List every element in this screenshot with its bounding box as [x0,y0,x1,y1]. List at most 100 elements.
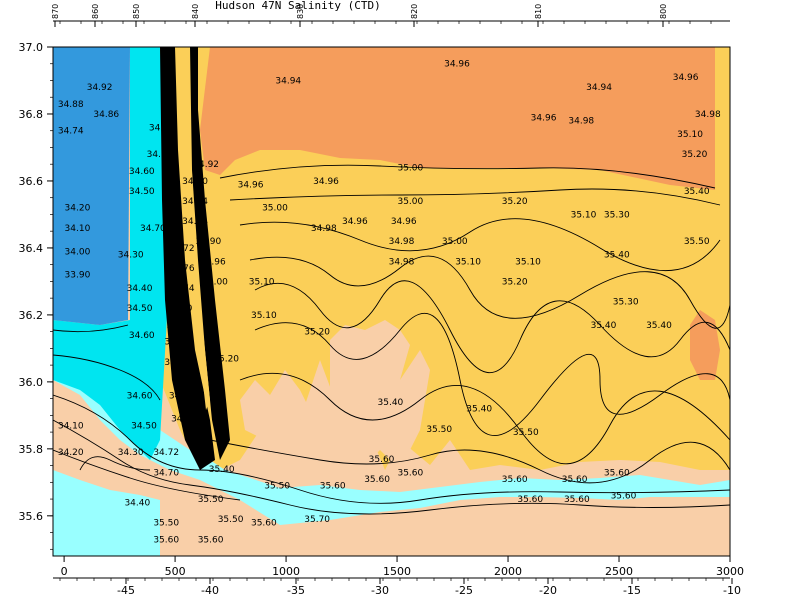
contour-label-text: 34.80 [182,177,208,187]
lon-tick-label: -25 [455,584,473,597]
contour-label: 34.78 [169,391,195,401]
contour-label-text: 35.60 [517,495,543,505]
contour-label: 34.72 [169,244,195,254]
contour-label: 34.10 [58,421,84,431]
contour-label-text: 35.20 [502,197,528,207]
contour-label: 34.94 [586,83,612,93]
contour-label: 35.20 [213,354,239,364]
contour-label: 34.40 [127,284,153,294]
contour-label: 34.20 [58,448,84,458]
contour-label-text: 34.60 [127,391,153,401]
contour-label: 34.30 [118,251,144,261]
contour-label: 35.40 [591,321,617,331]
contour-label: 34.70 [140,224,166,234]
contour-label: 34.74 [169,284,195,294]
contour-label: 34.98 [568,117,594,127]
contour-label-text: 34.98 [311,224,337,234]
contour-label: 34.92 [193,160,219,170]
contour-label-text: 35.50 [426,425,452,435]
contour-label: 35.50 [198,495,224,505]
contour-label-text: 35.40 [646,321,672,331]
contour-label: 35.60 [153,535,179,545]
lon-tick-label: -20 [539,584,557,597]
cyan-fill [53,47,168,460]
contour-label: 35.60 [611,492,637,502]
contour-label-text: 34.94 [275,76,301,86]
contour-label: 35.60 [369,455,395,465]
contour-label: 34.96 [342,217,368,227]
top-tick-label: 820 [410,4,419,19]
contour-label-text: 34.96 [313,177,339,187]
contour-label-text: 34.88 [58,100,84,110]
contour-label: 34.96 [391,217,417,227]
contour-label-text: 34.92 [193,160,219,170]
contour-label-text: 35.00 [262,204,288,214]
contour-label-text: 34.70 [153,468,179,478]
contour-label: 35.10 [455,257,481,267]
contour-label-text: 35.40 [209,465,235,475]
contour-label-text: 34.90 [195,237,221,247]
contour-label-text: 34.70 [167,304,193,314]
contour-label-text: 34.20 [65,204,91,214]
x-tick-label: 2500 [605,565,633,578]
contour-label-text: 34.70 [140,224,166,234]
contour-label: 34.74 [58,127,84,137]
contour-label-text: 35.00 [397,197,423,207]
contour-label-text: 35.60 [251,519,277,529]
contour-label: 35.40 [209,465,235,475]
contour-label: 34.60 [129,331,155,341]
contour-label: 35.50 [684,237,710,247]
contour-label-text: 33.90 [65,271,91,281]
contour-label-text: 34.10 [58,421,84,431]
contour-label: 34.50 [129,187,155,197]
y-tick-label: 37.0 [19,41,44,54]
contour-label: 34.96 [673,73,699,83]
contour-label: 35.00 [442,237,468,247]
contour-label: 35.60 [251,519,277,529]
contour-label-text: 35.40 [591,321,617,331]
contour-label-text: 34.96 [238,180,264,190]
y-tick-label: 36.0 [19,376,44,389]
contour-label-text: 34.74 [58,127,84,137]
contour-label: 35.40 [604,251,630,261]
top-tick-label: 830 [296,4,305,19]
contour-label: 34.98 [311,224,337,234]
contour-label-text: 34.98 [389,257,415,267]
contour-label: 35.20 [502,277,528,287]
x-tick-label: 3000 [716,565,744,578]
contour-label: 35.60 [364,475,390,485]
contour-label-text: 34.96 [391,217,417,227]
contour-label-text: 34.92 [147,150,173,160]
contour-label-text: 35.50 [198,495,224,505]
x-tick-label: 1000 [272,565,300,578]
contour-label: 34.98 [695,110,721,120]
contour-label-text: 35.50 [264,482,290,492]
contour-label: 34.20 [65,204,91,214]
contour-label: 35.50 [264,482,290,492]
contour-label: 34.74 [182,197,208,207]
contour-label-text: 34.84 [182,217,208,227]
contour-label-text: 35.20 [213,354,239,364]
color-fill-regions [53,47,730,556]
blue-fill [53,47,130,325]
contour-label-text: 35.60 [611,492,637,502]
contour-label-text: 35.30 [604,210,630,220]
contour-label-text: 34.10 [65,224,91,234]
lon-tick-label: -35 [287,584,305,597]
contour-label: 35.20 [502,197,528,207]
contour-label-text: 34.72 [153,448,179,458]
contour-label-text: 35.60 [364,475,390,485]
contour-label: 34.96 [444,60,470,70]
contour-label: 34.86 [93,110,119,120]
contour-label-text: 34.72 [169,244,195,254]
contour-label-text: 35.60 [198,535,224,545]
x-tick-label: 0 [61,565,68,578]
contour-label: 35.70 [304,515,330,525]
contour-label: 34.40 [124,498,150,508]
contour-label-text: 35.10 [249,277,275,287]
contour-label-text: 35.60 [564,495,590,505]
contour-label-text: 35.50 [684,237,710,247]
contour-label: 35.60 [562,475,588,485]
contour-label-text: 34.96 [342,217,368,227]
